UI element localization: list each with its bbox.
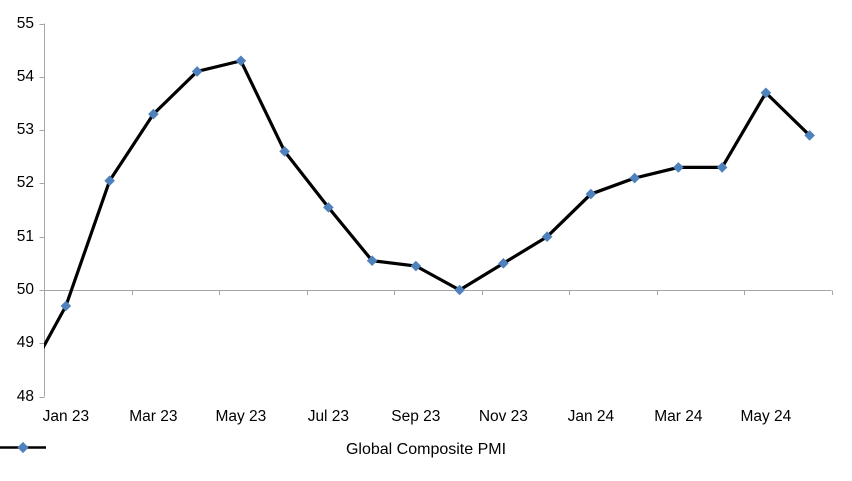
data-point-marker	[804, 130, 815, 141]
data-point-marker	[454, 284, 465, 296]
y-tick-label: 49	[16, 334, 34, 352]
y-tick-label: 52	[16, 174, 34, 192]
data-point-marker	[716, 162, 728, 173]
data-point-marker	[673, 162, 684, 173]
x-tick-label: Jul 23	[307, 408, 350, 425]
x-tick-label: Nov 23	[478, 408, 528, 425]
y-tick-label: 54	[16, 67, 34, 85]
data-point-marker	[629, 172, 640, 184]
y-tick-label: 55	[16, 14, 34, 32]
data-point-marker	[148, 108, 159, 120]
data-point-marker	[235, 55, 247, 67]
data-point-marker	[279, 146, 290, 157]
data-point-marker	[585, 188, 597, 200]
data-point-marker	[498, 258, 509, 269]
data-point-marker	[104, 175, 115, 187]
x-tick-label: Mar 23	[129, 408, 178, 425]
legend: Global Composite PMI	[0, 441, 852, 459]
data-point-marker	[60, 300, 72, 312]
y-tick-label: 50	[16, 281, 34, 298]
legend-key-icon	[0, 441, 46, 454]
x-tick-label: May 23	[215, 408, 267, 425]
x-tick-label: Jan 23	[42, 408, 90, 425]
data-point-marker	[191, 66, 203, 77]
x-tick-label: Jan 24	[567, 408, 615, 425]
data-point-marker	[541, 231, 553, 242]
legend-label: Global Composite PMI	[345, 441, 507, 458]
series-group	[44, 55, 815, 350]
pmi-series-line	[44, 58, 811, 350]
data-point-marker	[410, 260, 422, 272]
data-point-marker	[323, 202, 334, 213]
legend-diamond-marker-icon	[17, 441, 29, 454]
y-tick-label: 53	[16, 121, 34, 139]
y-tick-label: 48	[16, 387, 34, 405]
x-tick-label: Sep 23	[391, 408, 441, 425]
x-tick-label: May 24	[740, 408, 792, 425]
y-tick-label: 51	[16, 227, 34, 245]
data-point-marker	[760, 87, 772, 99]
data-point-marker	[366, 255, 378, 266]
x-tick-label: Mar 24	[654, 408, 703, 425]
